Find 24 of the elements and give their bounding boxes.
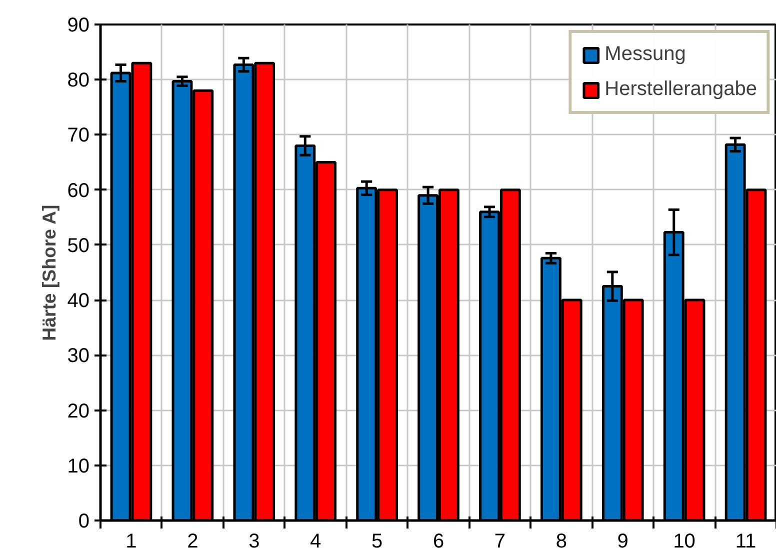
y-tick-label: 20 xyxy=(67,400,90,422)
legend-label: Messung xyxy=(604,43,686,66)
x-tick-label: 2 xyxy=(187,530,198,552)
x-tick-label: 1 xyxy=(126,530,137,552)
y-tick-label: 60 xyxy=(67,180,90,202)
y-tick-label: 50 xyxy=(67,234,90,257)
y-tick-label: 80 xyxy=(67,70,90,92)
x-tick-label: 3 xyxy=(248,530,260,552)
y-tick-label: 40 xyxy=(67,290,90,312)
y-tick-label: 0 xyxy=(78,510,90,532)
x-tick-label: 11 xyxy=(735,530,756,552)
y-tick-label: 90 xyxy=(67,14,90,36)
x-tick-label: 8 xyxy=(556,530,567,552)
x-tick-label: 6 xyxy=(432,530,444,552)
y-tick-label: 10 xyxy=(67,455,90,478)
y-tick-label: 70 xyxy=(67,124,90,147)
x-tick-label: 7 xyxy=(494,530,506,552)
x-tick-label: 10 xyxy=(673,530,696,552)
y-axis-title: Härte [Shore A] xyxy=(38,204,60,341)
x-tick-label: 5 xyxy=(371,530,383,552)
legend-label: Herstellerangabe xyxy=(604,78,757,101)
x-tick-label: 4 xyxy=(310,530,322,552)
x-tick-label: 9 xyxy=(617,530,628,552)
y-tick-label: 30 xyxy=(67,345,90,368)
